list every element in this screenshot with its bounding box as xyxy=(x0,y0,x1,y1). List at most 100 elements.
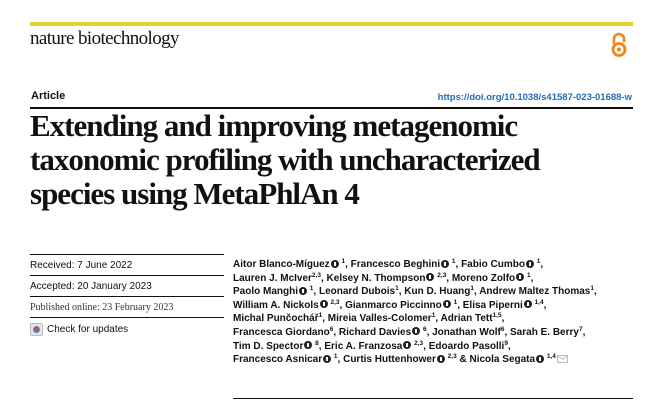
author-name[interactable]: William A. Nickols 2,3 xyxy=(233,298,340,311)
affiliation-number[interactable]: 1 xyxy=(526,271,531,279)
author-name[interactable]: Fabio Cumbo 1 xyxy=(461,258,541,270)
journal-name[interactable]: nature biotechnology xyxy=(30,28,180,49)
author-name-text: Fabio Cumbo xyxy=(461,259,525,270)
orcid-icon[interactable] xyxy=(536,354,545,363)
author-name[interactable]: Francesco Beghini 1 xyxy=(350,258,456,270)
open-access-lock-icon xyxy=(611,32,627,57)
author-name[interactable]: Sarah E. Berry7 xyxy=(510,325,583,338)
affiliation-number[interactable]: 1 xyxy=(395,285,399,293)
author-name-text: Nicola Segata xyxy=(469,354,536,366)
author-name[interactable]: Kun D. Huang1 xyxy=(404,285,475,298)
orcid-icon[interactable] xyxy=(516,273,525,282)
affiliation-number[interactable]: 6 xyxy=(329,325,334,333)
affiliation-number[interactable]: 7 xyxy=(578,325,583,333)
affiliation-number[interactable]: 8 xyxy=(315,339,319,347)
affiliation-number[interactable]: 1 xyxy=(453,298,458,306)
author-name-text: Gianmarco Piccinno xyxy=(345,299,442,311)
affiliation-number[interactable]: 2,3 xyxy=(330,298,340,306)
title-line-2: taxonomic profiling with uncharacterized xyxy=(30,142,541,177)
author-line: Tim D. Spector 8, Eric A. Franzosa 2,3, … xyxy=(233,339,511,352)
affiliation-number[interactable]: 9 xyxy=(504,339,508,347)
author-name[interactable]: Curtis Huttenhower 2,3 xyxy=(343,353,457,366)
orcid-icon[interactable] xyxy=(330,259,339,268)
author-name[interactable]: Leonard Dubois1 xyxy=(319,285,399,297)
author-name-text: Sarah E. Berry xyxy=(510,326,579,338)
affiliation-number[interactable]: 1 xyxy=(590,285,594,293)
author-name[interactable]: Gianmarco Piccinno 1 xyxy=(345,298,458,311)
affiliation-number[interactable]: 1 xyxy=(470,285,475,293)
author-name[interactable]: Francesco Asnicar 1 xyxy=(233,353,338,366)
orcid-icon[interactable] xyxy=(323,354,332,363)
affiliation-number[interactable]: 1 xyxy=(341,258,346,265)
author-name-text: Francesco Beghini xyxy=(350,259,441,270)
affiliation-number[interactable]: 2,3 xyxy=(414,339,424,347)
author-name[interactable]: Tim D. Spector 8 xyxy=(233,339,319,352)
orcid-icon[interactable] xyxy=(426,273,435,282)
affiliation-number[interactable]: 1 xyxy=(431,312,436,320)
check-for-updates-button[interactable]: Check for updates xyxy=(30,318,224,340)
orcid-icon[interactable] xyxy=(442,300,451,309)
affiliation-number[interactable]: 6 xyxy=(500,325,505,333)
author-line: Aitor Blanco-Míguez 1, Francesco Beghini… xyxy=(233,258,544,270)
mail-icon[interactable] xyxy=(556,355,568,364)
orcid-icon[interactable] xyxy=(299,286,307,295)
affiliation-number[interactable]: 1 xyxy=(536,258,541,265)
author-divider xyxy=(233,398,633,399)
author-name-text: Lauren J. McIver xyxy=(233,272,312,284)
author-name[interactable]: Elisa Piperni 1,4 xyxy=(462,298,544,311)
affiliation-number[interactable]: 1 xyxy=(309,285,314,293)
title-line-1: Extending and improving metagenomic xyxy=(30,108,518,143)
orcid-icon[interactable] xyxy=(525,259,534,268)
publication-history: Received: 7 June 2022 Accepted: 20 Janua… xyxy=(30,254,224,340)
author-name[interactable]: Adrian Tett1,5 xyxy=(441,312,502,325)
author-name-text: Paolo Manghi xyxy=(233,286,298,298)
author-name[interactable]: Lauren J. McIver2,3 xyxy=(233,271,321,284)
author-name-text: Richard Davies xyxy=(338,326,412,338)
affiliation-number[interactable]: 1,4 xyxy=(534,298,544,306)
author-name[interactable]: Eric A. Franzosa 2,3 xyxy=(324,339,424,352)
author-name[interactable]: Aitor Blanco-Míguez 1 xyxy=(233,258,346,270)
affiliation-number[interactable]: 2,3 xyxy=(311,271,321,279)
article-type-label: Article xyxy=(31,90,66,102)
author-name[interactable]: Kelsey N. Thompson 2,3 xyxy=(327,271,447,284)
author-name-text: Elisa Piperni xyxy=(462,299,523,311)
author-name[interactable]: Michal Punčochář1 xyxy=(233,312,323,325)
author-name[interactable]: Jonathan Wolf6 xyxy=(432,325,505,338)
author-name[interactable]: Edoardo Pasolli9 xyxy=(429,339,508,352)
affiliation-number[interactable]: 6 xyxy=(422,325,427,333)
affiliation-number[interactable]: 1 xyxy=(451,258,456,265)
author-name[interactable]: Moreno Zolfo 1 xyxy=(452,271,531,284)
orcid-icon[interactable] xyxy=(403,341,412,350)
author-name-text: Kun D. Huang xyxy=(404,286,471,298)
title-line-3: species using MetaPhlAn 4 xyxy=(30,176,360,211)
accepted-date: Accepted: 20 January 2023 xyxy=(30,276,224,297)
author-name-text: Andrew Maltez Thomas xyxy=(479,286,591,298)
doi-link[interactable]: https://doi.org/10.1038/s41587-023-01688… xyxy=(437,92,632,103)
journal-accent-bar xyxy=(30,22,633,26)
affiliation-number[interactable]: 2,3 xyxy=(437,271,447,279)
author-name[interactable]: Francesca Giordano6 xyxy=(233,325,334,338)
orcid-icon[interactable] xyxy=(304,341,313,350)
affiliation-number[interactable]: 1,4 xyxy=(546,353,556,361)
affiliation-number[interactable]: 2,3 xyxy=(447,353,457,361)
author-name[interactable]: Nicola Segata 1,4 xyxy=(469,353,568,366)
affiliation-number[interactable]: 1 xyxy=(333,353,338,361)
orcid-icon[interactable] xyxy=(523,300,532,309)
orcid-icon[interactable] xyxy=(319,300,328,309)
author-name-text: Tim D. Spector xyxy=(233,340,304,352)
author-name-text: Curtis Huttenhower xyxy=(343,354,436,366)
author-name-text: Francesco Asnicar xyxy=(233,354,323,366)
author-name-text: Francesca Giordano xyxy=(233,326,330,338)
author-name[interactable]: Andrew Maltez Thomas1 xyxy=(479,285,594,298)
affiliation-number[interactable]: 1 xyxy=(318,312,323,320)
orcid-icon[interactable] xyxy=(412,327,421,336)
orcid-icon[interactable] xyxy=(436,354,445,363)
orcid-icon[interactable] xyxy=(441,259,450,268)
affiliation-number[interactable]: 1,5 xyxy=(492,312,502,320)
author-name[interactable]: Paolo Manghi 1 xyxy=(233,285,314,298)
author-name[interactable]: Richard Davies 6 xyxy=(338,325,427,338)
author-line: Lauren J. McIver2,3, Kelsey N. Thompson … xyxy=(233,271,534,284)
author-name[interactable]: Mireia Valles-Colomer1 xyxy=(328,312,436,325)
published-date: Published online: 23 February 2023 xyxy=(30,297,224,318)
article-title: Extending and improving metagenomic taxo… xyxy=(30,109,630,211)
